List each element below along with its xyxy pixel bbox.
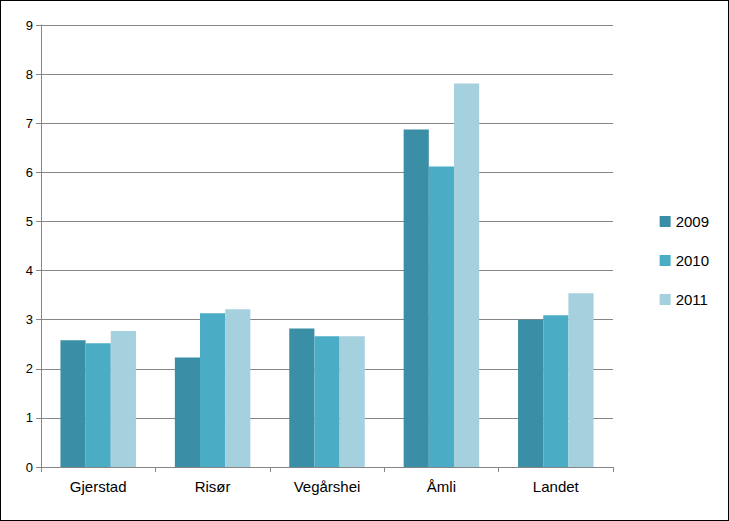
svg-text:Gjerstad: Gjerstad <box>70 478 127 495</box>
svg-text:5: 5 <box>26 214 33 229</box>
svg-text:6: 6 <box>26 165 33 180</box>
svg-text:9: 9 <box>26 18 33 33</box>
svg-text:8: 8 <box>26 67 33 82</box>
svg-text:Risør: Risør <box>195 478 231 495</box>
svg-text:3: 3 <box>26 312 33 327</box>
svg-text:4: 4 <box>26 263 33 278</box>
svg-text:2010: 2010 <box>676 252 709 269</box>
svg-text:0: 0 <box>26 460 33 475</box>
svg-text:7: 7 <box>26 116 33 131</box>
svg-text:Landet: Landet <box>533 478 580 495</box>
svg-text:2: 2 <box>26 361 33 376</box>
svg-text:Åmli: Åmli <box>427 478 456 495</box>
svg-text:1: 1 <box>26 410 33 425</box>
svg-text:2011: 2011 <box>676 291 708 308</box>
svg-text:2009: 2009 <box>676 213 709 230</box>
svg-text:Vegårshei: Vegårshei <box>294 478 361 495</box>
